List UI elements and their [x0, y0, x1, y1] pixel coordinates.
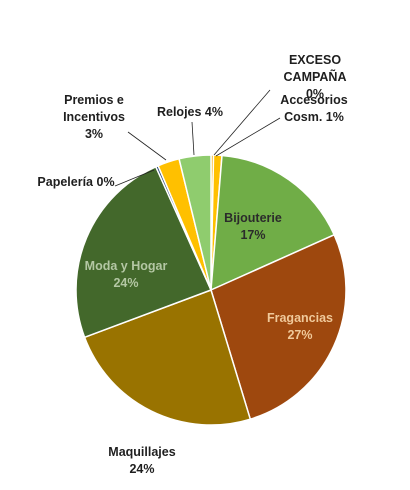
- slice-bijouterie: [210, 154, 335, 291]
- data-label-premios-e-incentivos: Premios e Incentivos 3%: [63, 93, 125, 141]
- leader-line-premios-e-incentivos: [127, 131, 167, 161]
- slice-maquillajes: [83, 289, 252, 426]
- data-label-moda-y-hogar: Moda y Hogar 24%: [85, 259, 168, 290]
- data-label-accesorios-cosm: Accesorios Cosm. 1%: [280, 93, 347, 124]
- data-label-fragancias: Fragancias 27%: [267, 311, 333, 342]
- data-label-exceso-campana: EXCESO CAMPAÑA 0%: [284, 53, 347, 101]
- data-label-relojes: Relojes 4%: [157, 105, 223, 119]
- data-label-papeleria: Papelería 0%: [37, 175, 114, 189]
- leader-line-accesorios-cosm: [215, 117, 281, 157]
- slice-fragancias: [210, 234, 347, 420]
- data-label-maquillajes: Maquillajes 24%: [108, 445, 175, 476]
- slice-labels: EXCESO CAMPAÑA 0%Accesorios Cosm. 1% Bijoute…: [37, 53, 347, 476]
- pie-slices: [75, 154, 347, 426]
- data-label-bijouterie: Bijouterie 17%: [224, 211, 282, 242]
- leader-line-exceso-campana: [213, 89, 271, 156]
- leader-line-relojes: [191, 121, 195, 156]
- leader-lines: [114, 89, 281, 187]
- leader-line-papeleria: [114, 169, 155, 187]
- slice-relojes: [178, 154, 212, 291]
